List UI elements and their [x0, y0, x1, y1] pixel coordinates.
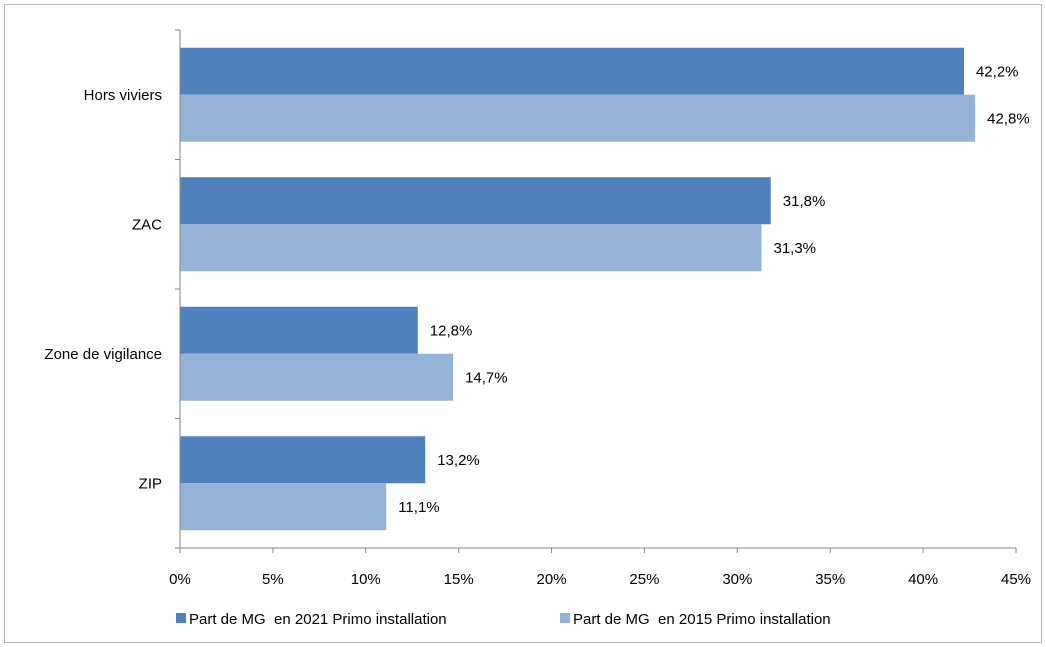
category-label-2: ZAC [132, 216, 162, 233]
x-tick-label-8: 35% [815, 571, 845, 588]
bar-series2-3 [180, 353, 454, 401]
x-tick-label-3: 10% [351, 571, 381, 588]
bar-series1-1 [180, 47, 964, 95]
data-label-series2-3: 14,7% [465, 369, 508, 386]
data-label-series1-4: 13,2% [437, 452, 480, 469]
data-label-series2-4: 11,1% [398, 499, 439, 516]
x-tick-label-2: 5% [262, 571, 284, 588]
category-label-4: ZIP [139, 475, 162, 492]
data-label-series2-2: 31,3% [773, 240, 816, 257]
legend-swatch-1 [176, 613, 186, 623]
category-label-1: Hors viviers [84, 87, 162, 104]
legend-swatch-2 [560, 613, 570, 623]
legend-label-1: Part de MG en 2021 Primo installation [189, 611, 447, 628]
x-tick-label-10: 45% [1001, 571, 1031, 588]
bar-series1-3 [180, 306, 418, 354]
data-label-series1-3: 12,8% [430, 322, 473, 339]
category-label-3: Zone de vigilance [44, 346, 162, 363]
x-tick-label-1: 0% [169, 571, 191, 588]
bar-series2-4 [180, 483, 387, 531]
data-label-series1-2: 31,8% [783, 193, 826, 210]
x-tick-label-6: 25% [629, 571, 659, 588]
bar-series1-2 [180, 177, 771, 225]
data-label-series1-1: 42,2% [976, 63, 1019, 80]
bar-series1-4 [180, 436, 426, 484]
bar-series2-2 [180, 224, 762, 272]
x-tick-label-5: 20% [537, 571, 567, 588]
legend-label-2: Part de MG en 2015 Primo installation [573, 611, 831, 628]
bar-series2-1 [180, 94, 976, 142]
x-tick-label-9: 40% [908, 571, 938, 588]
x-tick-label-7: 30% [722, 571, 752, 588]
data-label-series2-1: 42,8% [987, 110, 1030, 127]
x-tick-label-4: 15% [444, 571, 474, 588]
